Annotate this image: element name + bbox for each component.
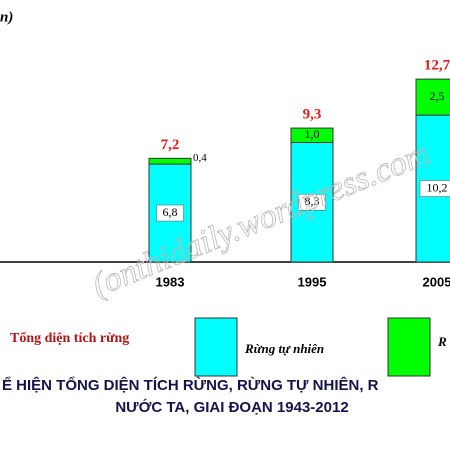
bar-segment bbox=[148, 157, 192, 165]
x-tick-label: 2005 bbox=[423, 274, 450, 289]
value-label: 6,8 bbox=[163, 205, 178, 219]
legend-label: Tổng diện tích rừng bbox=[10, 331, 129, 346]
total-label: 12,7 bbox=[424, 58, 450, 74]
value-label: 0,4 bbox=[193, 152, 207, 164]
value-label: 1,0 bbox=[305, 127, 320, 141]
label-box bbox=[298, 193, 326, 211]
unit-label: n) bbox=[0, 9, 13, 25]
bar-segment bbox=[415, 78, 450, 116]
total-label: 7,2 bbox=[161, 137, 180, 153]
label-box bbox=[419, 180, 450, 197]
total-label: 9,3 bbox=[303, 107, 322, 123]
label-box bbox=[156, 204, 184, 222]
legend-swatch bbox=[194, 317, 238, 377]
chart-title: Ể HIỆN TỔNG DIỆN TÍCH RỪNG, RỪNG TỰ NHIÊ… bbox=[2, 376, 379, 394]
watermark: (onthidaily.wordpress.com bbox=[87, 135, 435, 304]
legend-swatch bbox=[387, 317, 431, 377]
x-tick-label: 1995 bbox=[298, 274, 327, 289]
chart-title: NƯỚC TA, GIAI ĐOẠN 1943-2012 bbox=[115, 398, 348, 416]
value-label: 2,5 bbox=[430, 89, 445, 103]
legend-label: Rừng tự nhiên bbox=[244, 341, 324, 356]
value-label: 8,3 bbox=[305, 194, 320, 208]
x-tick-label: 1983 bbox=[156, 274, 185, 289]
legend-label: R bbox=[437, 334, 447, 349]
value-label: 10,2 bbox=[427, 180, 448, 194]
bar-segment bbox=[290, 127, 334, 143]
